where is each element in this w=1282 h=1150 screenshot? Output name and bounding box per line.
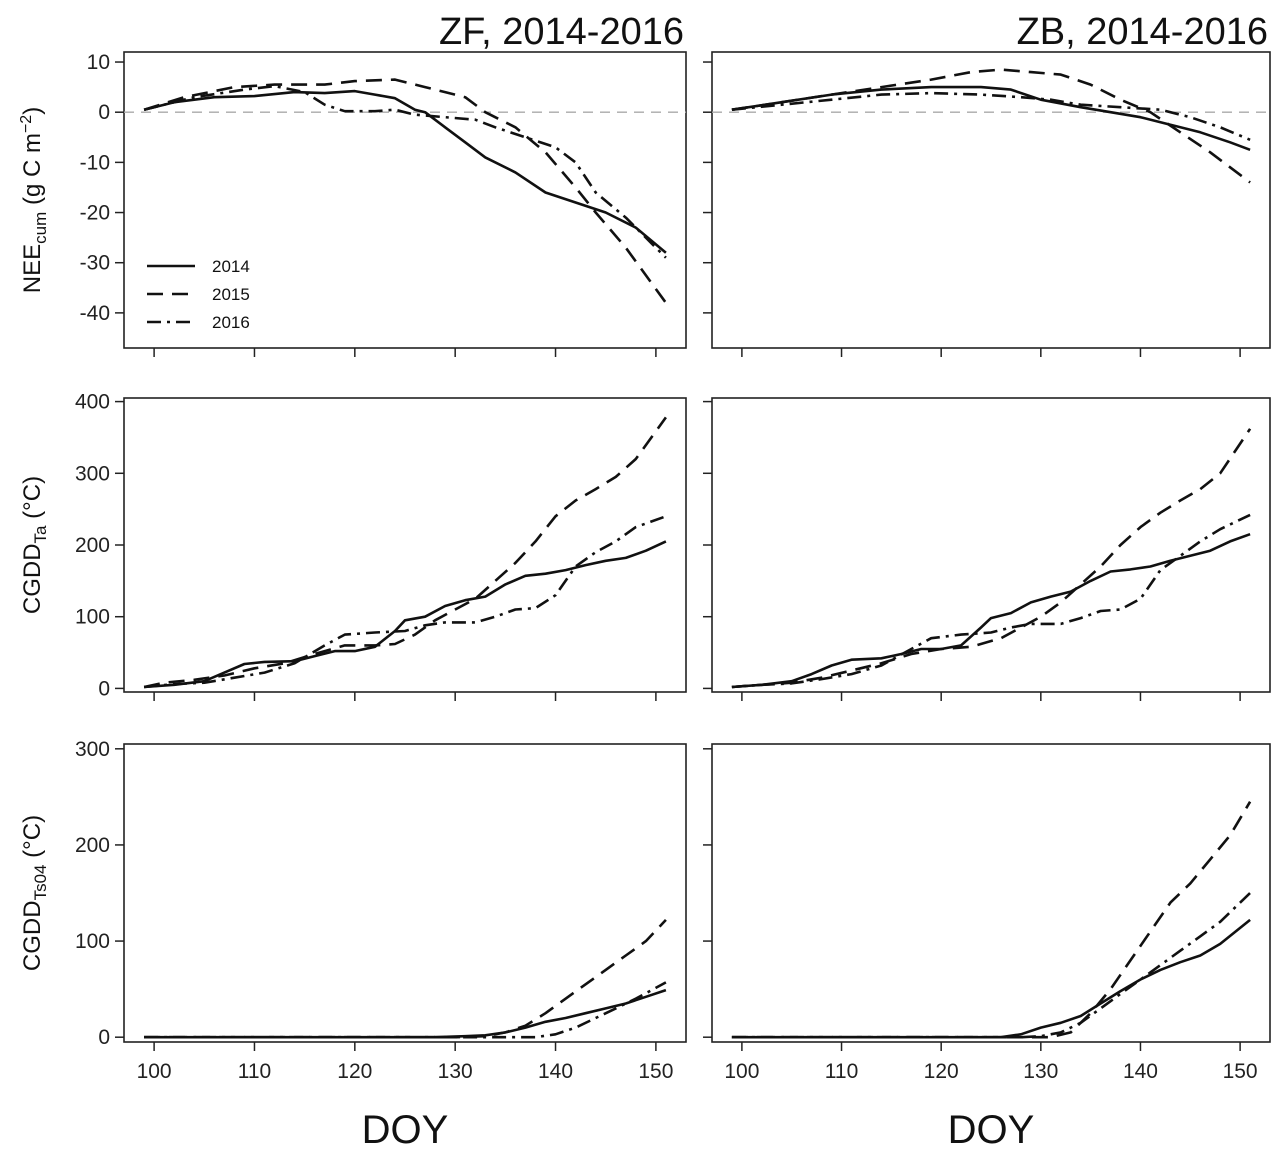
panel-zf-row1: -40 -30 -20 -10 0 10 ZF, 2014-2016 2014 2015 2016 — [80, 11, 687, 357]
plot-frame — [123, 397, 687, 693]
y-tick-label: 200 — [75, 834, 110, 857]
y-tick-label: -30 — [80, 252, 110, 275]
y-tick-label: 100 — [75, 606, 110, 629]
plot-frame — [711, 51, 1271, 349]
x-tick-label: 120 — [924, 1060, 959, 1083]
x-tick-label: 130 — [438, 1060, 473, 1083]
series-line-2016 — [731, 91, 1251, 141]
series-line-2014 — [144, 988, 667, 1039]
x-tick-label: 110 — [238, 1060, 271, 1083]
panel-zb-row3: 100 110 120 130 140 150 — [703, 743, 1271, 1083]
y-tick-label: -20 — [80, 202, 110, 225]
y-tick-label: 10 — [87, 51, 110, 74]
x-axis-title: DOY — [362, 1108, 449, 1150]
x-tick-label: 120 — [337, 1060, 372, 1083]
x-tick-label: 110 — [825, 1060, 858, 1083]
series-line-2015 — [144, 919, 667, 1039]
y-tick-label: 0 — [98, 677, 110, 700]
y-axis-label: CGDDTa (°C) — [19, 476, 50, 614]
plot-frame — [711, 743, 1271, 1043]
series-line-2016 — [731, 513, 1251, 689]
x-tick-label: 100 — [724, 1060, 759, 1083]
y-tick-label: 0 — [98, 101, 110, 124]
panel-title: ZB, 2014-2016 — [1017, 11, 1268, 53]
panel-zb-row1: ZB, 2014-2016 — [703, 11, 1271, 357]
series-line-2014 — [731, 532, 1251, 689]
x-tick-label: 130 — [1023, 1060, 1058, 1083]
x-tick-label: 150 — [1223, 1060, 1258, 1083]
y-tick-label: 300 — [75, 738, 110, 761]
y-tick-label: 400 — [75, 391, 110, 414]
plot-frame — [711, 397, 1271, 693]
series-line-2016 — [731, 892, 1252, 1039]
legend-label-2016: 2016 — [212, 313, 250, 332]
panel-zb-row2 — [703, 397, 1271, 701]
legend-label-2015: 2015 — [212, 285, 250, 304]
x-tick-label: 140 — [538, 1060, 573, 1083]
series-line-2016 — [143, 515, 667, 689]
y-tick-label: 100 — [75, 930, 110, 953]
series-line-2015 — [731, 68, 1251, 184]
series-line-2014 — [731, 85, 1251, 152]
legend-label-2014: 2014 — [212, 257, 250, 276]
panel-title: ZF, 2014-2016 — [439, 11, 684, 53]
y-axis-label: NEEcum (g C m−2) — [18, 107, 50, 293]
x-tick-label: 140 — [1123, 1060, 1158, 1083]
series-line-2014 — [143, 89, 667, 254]
plot-frame — [123, 51, 687, 349]
y-tick-label: 0 — [98, 1026, 110, 1049]
panel-zf-row2: 0 100 200 300 400 — [75, 391, 687, 701]
series-line-2015 — [731, 428, 1252, 689]
series-line-2015 — [143, 78, 667, 304]
legend: 2014 2015 2016 — [147, 257, 250, 332]
x-axis-title: DOY — [948, 1108, 1035, 1150]
series-line-2015 — [143, 416, 667, 689]
y-tick-label: 200 — [75, 534, 110, 557]
series-line-2014 — [731, 918, 1251, 1039]
series-line-2016 — [144, 981, 667, 1039]
x-tick-label: 100 — [137, 1060, 172, 1083]
y-tick-label: 300 — [75, 462, 110, 485]
panel-zf-row3: 100 110 120 130 140 150 0 100 200 300 — [75, 738, 687, 1083]
plot-frame — [123, 743, 687, 1043]
y-tick-label: -40 — [80, 302, 110, 325]
x-tick-label: 150 — [638, 1060, 673, 1083]
y-tick-label: -10 — [80, 151, 110, 174]
series-line-2015 — [731, 801, 1252, 1039]
y-axis-label: CGDDTs04 (°C) — [19, 815, 50, 971]
series-line-2014 — [144, 540, 667, 689]
